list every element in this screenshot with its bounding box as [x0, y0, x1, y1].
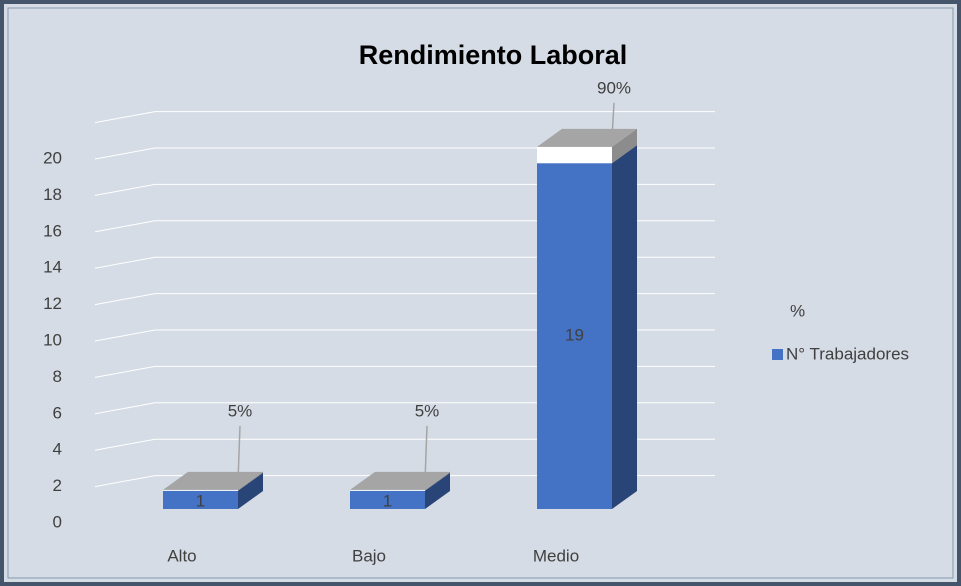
bar-side [238, 471, 263, 491]
data-label: 19 [565, 326, 584, 345]
chart-frame [7, 7, 954, 579]
bar-side [425, 472, 450, 509]
grid-line [94, 183, 715, 196]
bar [163, 489, 238, 491]
data-label: 5% [228, 401, 253, 420]
grid-line [94, 147, 715, 160]
grid-line [94, 365, 715, 378]
x-tick-label: Medio [533, 546, 579, 565]
x-tick-label: Bajo [352, 546, 386, 565]
x-tick-label: Alto [167, 546, 196, 565]
bar [163, 490, 238, 509]
legend-label: % [790, 301, 805, 320]
y-tick-label: 20 [43, 148, 62, 167]
grid-line [94, 220, 715, 233]
bar [537, 163, 612, 509]
y-tick-label: 10 [43, 330, 62, 349]
grid-line [94, 438, 715, 451]
grid-line [94, 293, 715, 306]
legend-label: N° Trabajadores [786, 344, 909, 363]
bar-side [612, 145, 637, 509]
bar [350, 490, 425, 509]
grid-line [94, 111, 715, 124]
y-tick-label: 18 [43, 185, 62, 204]
leader-line [237, 425, 241, 481]
y-tick-label: 14 [43, 258, 62, 277]
leader-line [424, 425, 428, 481]
data-label: 5% [415, 401, 440, 420]
grid-line [94, 402, 715, 415]
y-tick-label: 0 [53, 512, 62, 531]
bar-side [238, 472, 263, 509]
data-label: 1 [383, 491, 392, 510]
y-tick-label: 4 [53, 440, 62, 459]
bar-side [425, 471, 450, 491]
bar [350, 489, 425, 491]
legend-swatch [772, 349, 783, 360]
bar [537, 146, 612, 164]
y-tick-label: 8 [53, 367, 62, 386]
y-tick-label: 16 [43, 221, 62, 240]
data-label: 90% [597, 78, 631, 97]
y-tick-label: 12 [43, 294, 62, 313]
grid-line [94, 329, 715, 342]
y-tick-label: 6 [53, 403, 62, 422]
leader-line [611, 102, 615, 138]
grid-line [94, 475, 715, 488]
data-label: 1 [196, 491, 205, 510]
chart-title: Rendimiento Laboral [359, 40, 628, 70]
y-tick-label: 2 [53, 476, 62, 495]
bar-side [612, 128, 637, 164]
grid-line [94, 256, 715, 269]
